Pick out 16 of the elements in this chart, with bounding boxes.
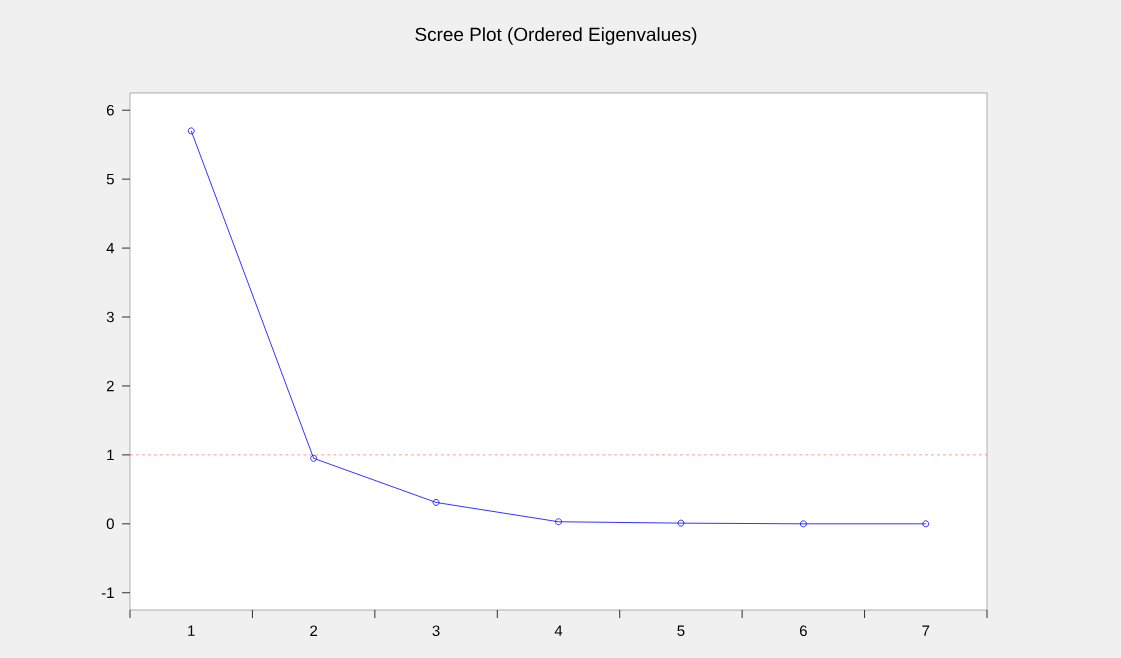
x-tick-label: 3 xyxy=(432,625,440,637)
y-tick-label: 1 xyxy=(107,449,114,461)
y-tick-label: 5 xyxy=(106,173,114,185)
x-tick-label: 2 xyxy=(310,625,318,636)
x-tick-label: 4 xyxy=(554,625,563,636)
x-tick-label: 1 xyxy=(188,625,195,636)
x-tick-label: 6 xyxy=(799,625,807,637)
y-tick-label: 0 xyxy=(106,518,114,530)
y-tick-label: 6 xyxy=(106,104,114,116)
y-tick-label: 3 xyxy=(106,311,114,323)
y-tick-label: -1 xyxy=(101,587,114,598)
chart-title: Scree Plot (Ordered Eigenvalues) xyxy=(415,27,697,45)
y-tick-label: 2 xyxy=(106,380,114,392)
x-tick-label: 5 xyxy=(677,625,685,636)
y-tick-label: 4 xyxy=(106,242,115,254)
x-tick-label: 7 xyxy=(922,625,930,636)
